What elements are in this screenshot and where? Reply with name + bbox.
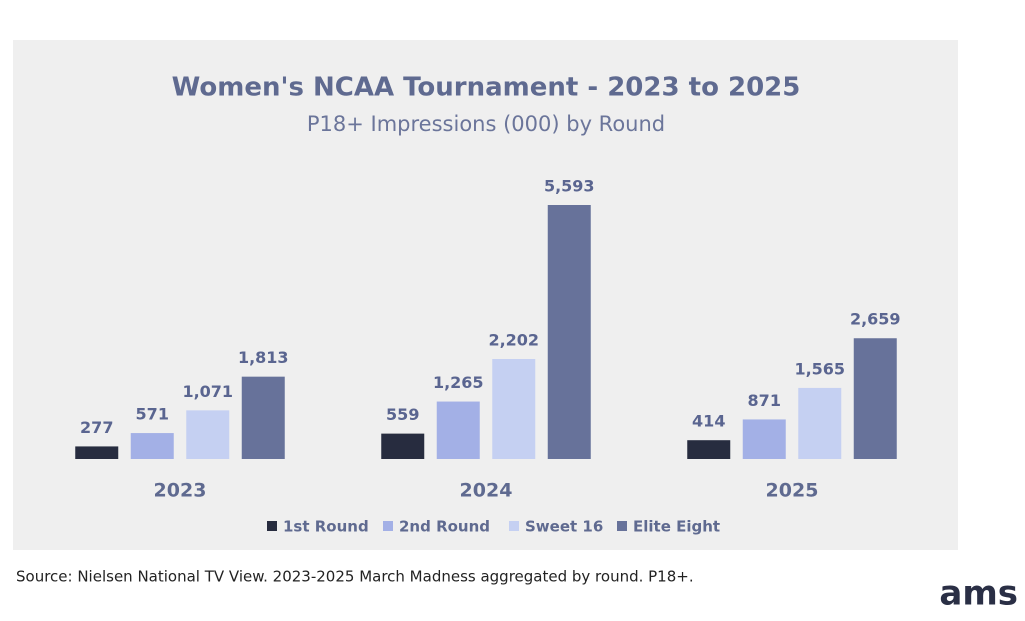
bar [853, 338, 897, 459]
legend-label: 2nd Round [399, 518, 490, 536]
bar [241, 376, 285, 459]
bar [798, 387, 842, 459]
bar [130, 433, 174, 459]
bar [547, 205, 591, 459]
value-label: 5,593 [544, 177, 595, 196]
value-label: 277 [80, 418, 113, 437]
bar [742, 419, 786, 459]
value-label: 1,071 [182, 382, 233, 401]
chart-panel [13, 40, 958, 550]
x-tick-label: 2025 [766, 480, 819, 502]
bar [436, 401, 480, 459]
value-label: 1,565 [794, 359, 845, 378]
legend-swatch [617, 521, 627, 531]
value-label: 2,659 [850, 310, 901, 329]
bar [75, 446, 119, 459]
value-label: 571 [136, 405, 169, 424]
value-label: 2,202 [488, 330, 539, 349]
chart-title: Women's NCAA Tournament - 2023 to 2025 [172, 73, 801, 103]
legend-swatch [267, 521, 277, 531]
legend-label: Sweet 16 [525, 518, 603, 536]
bar [492, 358, 536, 459]
bar [186, 410, 230, 459]
x-tick-label: 2023 [154, 480, 207, 502]
logo: ams [939, 574, 1018, 614]
value-label: 414 [692, 412, 725, 431]
legend-swatch [383, 521, 393, 531]
value-label: 1,265 [433, 373, 484, 392]
legend-label: Elite Eight [633, 518, 720, 536]
bar [381, 433, 425, 459]
chart-subtitle: P18+ Impressions (000) by Round [307, 112, 665, 136]
value-label: 871 [748, 391, 781, 410]
value-label: 1,813 [238, 348, 289, 367]
legend-swatch [509, 521, 519, 531]
source-note: Source: Nielsen National TV View. 2023-2… [16, 568, 694, 586]
x-tick-label: 2024 [460, 480, 513, 502]
legend-label: 1st Round [283, 518, 369, 536]
bar [687, 440, 731, 459]
value-label: 559 [386, 405, 419, 424]
